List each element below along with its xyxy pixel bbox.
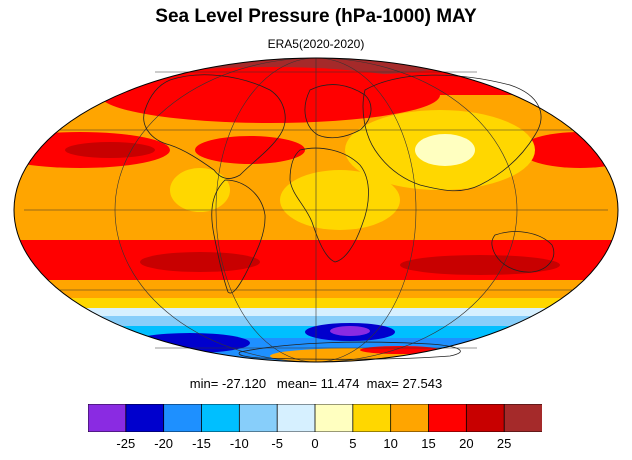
colorbar-tick-label: -15	[192, 436, 211, 451]
colorbar-tick-label: 15	[421, 436, 436, 451]
field-min-core	[330, 326, 370, 336]
map-title: Sea Level Pressure (hPa-1000) MAY	[155, 6, 477, 27]
field-asia-core	[415, 134, 475, 166]
max-value: 27.543	[402, 376, 443, 391]
colorbar	[88, 404, 542, 432]
africa-outline	[289, 147, 369, 263]
colorbar-tick-label: -10	[229, 436, 249, 451]
south-america-outline	[211, 179, 266, 294]
colorbar-tick-label: 5	[349, 436, 357, 451]
field-azores-high	[195, 136, 305, 164]
colorbar-tick-label: 25	[496, 436, 512, 451]
colorbar-swatch	[276, 404, 316, 432]
mean-label: mean=	[276, 376, 318, 391]
mean-value: 11.474	[320, 376, 360, 391]
colorbar-tick-label: 10	[383, 436, 398, 451]
colorbar-tick-label: -5	[271, 436, 283, 451]
colorbar-swatch	[201, 404, 241, 432]
colorbar-swatch	[125, 404, 165, 432]
colorbar-swatch	[238, 404, 279, 432]
field-antarctica-core	[360, 346, 440, 354]
colorbar-swatch	[503, 404, 542, 432]
min-value: -27.120	[221, 376, 267, 391]
map-subtitle: ERA5(2020-2020)	[267, 37, 365, 51]
colorbar-swatch	[352, 404, 392, 432]
max-label: max=	[366, 376, 399, 391]
asia-outline	[362, 74, 542, 192]
field-south-atlantic-core	[140, 252, 260, 272]
field-atlantic-high	[100, 67, 440, 123]
colorbar-tick-label: -20	[154, 436, 174, 451]
australia-outline	[491, 231, 555, 273]
europe-outline	[304, 84, 372, 139]
colorbar-tick-label: 20	[459, 436, 474, 451]
colorbar-swatch	[163, 404, 203, 432]
colorbar-swatch	[390, 404, 430, 432]
colorbar-tick-label: 0	[311, 436, 319, 451]
coastlines	[143, 74, 555, 360]
field-amazon-low	[170, 168, 230, 212]
colorbar-swatch	[314, 404, 354, 432]
north-america-outline	[143, 74, 286, 180]
field-indian-core	[400, 255, 560, 275]
globe-border	[13, 57, 619, 363]
field-pacific-core	[65, 142, 155, 158]
colorbar-ticks: -25 -20 -15 -10 -5 0 5 10 15 20 25	[0, 436, 632, 454]
colorbar-tick-label: -25	[116, 436, 136, 451]
antarctica-outline	[238, 341, 461, 360]
colorbar-swatch	[428, 404, 468, 432]
stats-line: min= -27.120 mean= 11.474 max= 27.543	[0, 376, 632, 391]
field-africa-low	[280, 170, 400, 230]
min-label: min=	[189, 376, 219, 391]
colorbar-swatch	[88, 404, 127, 432]
colorbar-swatch	[465, 404, 506, 432]
